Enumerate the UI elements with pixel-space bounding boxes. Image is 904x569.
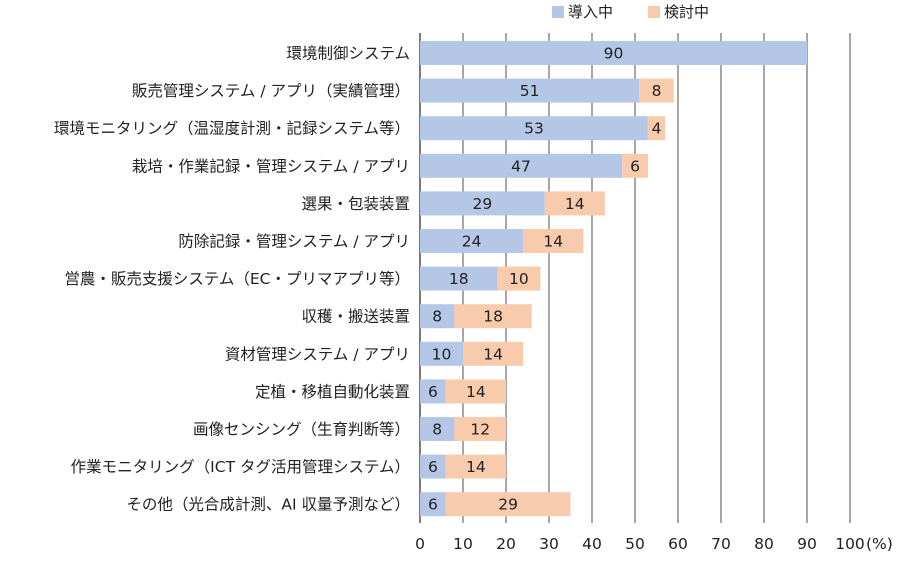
tick-label-30: 30 (539, 535, 559, 553)
legend-swatch-0 (552, 6, 564, 18)
bar-2-1 (647, 116, 666, 141)
bar-0-0 (420, 41, 807, 65)
value-label-1-0: 51 (520, 82, 540, 100)
gridlines (419, 33, 851, 523)
value-label-8-1: 14 (483, 345, 503, 363)
bar-12-0 (420, 492, 446, 517)
x-axis: 0 10 20 30 40 50 60 70 80 90 100 (%) (415, 535, 893, 553)
category-label-4: 選果・包装装置 (301, 195, 410, 213)
tick-label-70: 70 (711, 535, 731, 553)
value-label-4-0: 29 (472, 195, 492, 213)
value-label-7-0: 8 (432, 308, 442, 326)
category-label-3: 栽培・作業記録・管理システム / アプリ (132, 157, 410, 175)
category-label-11: 作業モニタリング（ICT タグ活用管理システム） (71, 458, 410, 476)
bar-1-1 (639, 78, 674, 103)
category-label-7: 収穫・搬送装置 (301, 308, 410, 326)
bar-11-1 (445, 454, 506, 479)
bar-10-1 (454, 417, 506, 441)
value-label-2-1: 4 (652, 120, 662, 138)
x-unit-label: (%) (866, 535, 893, 553)
category-label-2: 環境モニタリング（温湿度計測・記録システム等） (54, 119, 410, 138)
bar-9-1 (445, 379, 506, 404)
tick-label-50: 50 (625, 535, 645, 553)
value-label-11-1: 14 (466, 458, 486, 476)
category-label-1: 販売管理システム / アプリ（実績管理） (132, 82, 410, 100)
bar-3-1 (622, 153, 648, 178)
legend: 導入中 検討中 (552, 3, 709, 21)
legend-label-0: 導入中 (568, 3, 613, 21)
category-label-12: その他（光合成計測、AI 収量予測など） (126, 496, 410, 514)
bar-10-0 (420, 417, 455, 441)
category-label-9: 定植・移植自動化装置 (255, 383, 410, 401)
value-label-7-1: 18 (483, 308, 503, 326)
value-label-4-1: 14 (565, 195, 585, 213)
bar-4-1 (544, 191, 605, 216)
tick-label-90: 90 (797, 535, 817, 553)
tick-label-60: 60 (668, 535, 688, 553)
value-label-3-0: 47 (511, 157, 531, 175)
bar-12-1 (445, 492, 571, 517)
value-label-9-0: 6 (428, 383, 438, 401)
bar-6-1 (497, 266, 541, 291)
bar-8-1 (463, 341, 524, 366)
value-label-9-1: 14 (466, 383, 486, 401)
bar-8-0 (420, 341, 463, 366)
tick-label-20: 20 (496, 535, 516, 553)
bar-7-0 (420, 304, 455, 329)
value-label-1-1: 8 (652, 82, 662, 100)
tick-label-80: 80 (754, 535, 774, 553)
legend-label-1: 検討中 (664, 3, 709, 21)
value-label-10-0: 8 (432, 421, 442, 439)
tick-label-0: 0 (415, 535, 425, 553)
category-label-10: 画像センシング（生育判断等） (193, 421, 410, 439)
value-label-8-0: 10 (432, 345, 452, 363)
bar-5-1 (523, 229, 584, 253)
tick-label-100: 100 (835, 535, 865, 553)
bar-2-0 (420, 116, 648, 141)
value-label-10-1: 12 (470, 421, 490, 439)
value-label-5-1: 14 (543, 233, 563, 251)
bar-7-1 (454, 304, 532, 329)
category-label-0: 環境制御システム (286, 44, 410, 63)
bar-1-0 (420, 78, 640, 103)
value-label-6-0: 18 (449, 270, 469, 288)
bar-3-0 (420, 153, 623, 178)
bar-6-0 (420, 266, 498, 291)
category-label-5: 防除記録・管理システム / アプリ (178, 233, 410, 251)
bar-5-0 (420, 229, 524, 253)
value-label-2-0: 53 (524, 120, 544, 138)
category-label-8: 資材管理システム / アプリ (225, 345, 410, 363)
bar-4-0 (420, 191, 545, 216)
value-label-3-1: 6 (630, 157, 640, 175)
tick-label-10: 10 (453, 535, 473, 553)
bar-11-0 (420, 454, 446, 479)
category-label-6: 営農・販売支援システム（EC・プリマアプリ等） (64, 270, 410, 288)
value-label-5-0: 24 (462, 233, 482, 251)
value-label-6-1: 10 (509, 270, 529, 288)
legend-swatch-1 (648, 6, 660, 18)
value-label-12-1: 29 (498, 496, 518, 514)
bar-9-0 (420, 379, 446, 404)
tick-label-40: 40 (582, 535, 602, 553)
value-label-12-0: 6 (428, 496, 438, 514)
bars: 90 51 8 53 4 47 6 29 14 24 14 18 10 8 18 10 14 6 14 8 12 6 14 6… (420, 41, 807, 517)
value-label-11-0: 6 (428, 458, 438, 476)
value-label-0-0: 90 (604, 45, 624, 63)
